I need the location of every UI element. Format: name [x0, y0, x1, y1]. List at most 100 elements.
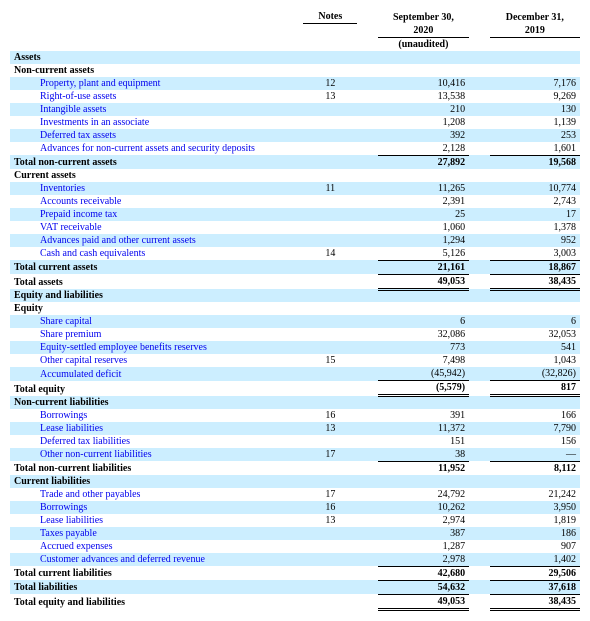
row-label-link[interactable]: Advances paid and other current assets — [40, 235, 196, 246]
row-value-2: 1,378 — [490, 221, 580, 234]
row-label: Total non-current assets — [10, 155, 303, 169]
table-row: Inventories1111,26510,774 — [10, 182, 580, 195]
row-value-1: 10,416 — [378, 77, 469, 90]
row-value-1 — [378, 289, 469, 302]
row-value-2: 952 — [490, 234, 580, 247]
row-label-link[interactable]: Borrowings — [40, 502, 87, 513]
row-value-2: 19,568 — [490, 155, 580, 169]
row-value-1 — [378, 302, 469, 315]
row-value-1: 1,208 — [378, 116, 469, 129]
row-label: Total current liabilities — [10, 566, 303, 580]
row-label-link[interactable]: Trade and other payables — [40, 489, 140, 500]
row-note — [303, 396, 357, 409]
row-label-link[interactable]: Other capital reserves — [40, 355, 127, 366]
row-label-link[interactable]: Inventories — [40, 183, 85, 194]
row-value-2: 1,402 — [490, 553, 580, 567]
row-label-link[interactable]: Advances for non-current assets and secu… — [40, 143, 255, 154]
row-value-2: 21,242 — [490, 488, 580, 501]
row-label-link[interactable]: VAT receivable — [40, 222, 102, 233]
row-label-link[interactable]: Property, plant and equipment — [40, 78, 160, 89]
row-label-link[interactable]: Taxes payable — [40, 528, 97, 539]
row-note — [303, 302, 357, 315]
row-value-2 — [490, 169, 580, 182]
table-row: Lease liabilities1311,3727,790 — [10, 422, 580, 435]
row-value-1: 5,126 — [378, 247, 469, 261]
row-value-1: 38 — [378, 448, 469, 462]
row-label-link[interactable]: Lease liabilities — [40, 515, 103, 526]
table-row: Total equity and liabilities49,05338,435 — [10, 594, 580, 609]
row-label-link[interactable]: Lease liabilities — [40, 423, 103, 434]
row-value-2: 32,053 — [490, 328, 580, 341]
row-value-2: 6 — [490, 315, 580, 328]
row-note — [303, 64, 357, 77]
row-label-link[interactable]: Customer advances and deferred revenue — [40, 554, 205, 565]
table-row: Current assets — [10, 169, 580, 182]
row-note — [303, 566, 357, 580]
row-note: 16 — [303, 501, 357, 514]
row-label-link[interactable]: Cash and cash equivalents — [40, 248, 145, 259]
row-label-link[interactable]: Borrowings — [40, 410, 87, 421]
table-row: Prepaid income tax2517 — [10, 208, 580, 221]
row-note — [303, 195, 357, 208]
row-note — [303, 580, 357, 594]
row-value-1: (5,579) — [378, 381, 469, 396]
row-label-link[interactable]: Right-of-use assets — [40, 91, 116, 102]
row-value-1: 7,498 — [378, 354, 469, 367]
row-note — [303, 341, 357, 354]
row-note — [303, 594, 357, 609]
row-value-2: 186 — [490, 527, 580, 540]
row-label-link[interactable]: Other non-current liabilities — [40, 449, 152, 460]
row-label: Equity and liabilities — [10, 289, 303, 302]
row-label-link[interactable]: Equity-settled employee benefits reserve… — [40, 342, 207, 353]
row-note: 12 — [303, 77, 357, 90]
row-label-link[interactable]: Deferred tax assets — [40, 130, 116, 141]
row-note — [303, 381, 357, 396]
header-col2-l1: December 31, — [490, 10, 580, 24]
row-value-1: 1,287 — [378, 540, 469, 553]
table-row: Share premium32,08632,053 — [10, 328, 580, 341]
row-value-2: 18,867 — [490, 260, 580, 274]
row-value-2: 10,774 — [490, 182, 580, 195]
row-label: Current assets — [10, 169, 303, 182]
row-label-link[interactable]: Accounts receivable — [40, 196, 121, 207]
table-row: Other capital reserves157,4981,043 — [10, 354, 580, 367]
row-value-2: 166 — [490, 409, 580, 422]
row-label: Total current assets — [10, 260, 303, 274]
table-row: Non-current liabilities — [10, 396, 580, 409]
row-label: Current liabilities — [10, 475, 303, 488]
row-label-link[interactable]: Investments in an associate — [40, 117, 149, 128]
table-row: Deferred tax liabilities151156 — [10, 435, 580, 448]
row-value-1: 387 — [378, 527, 469, 540]
row-label-link[interactable]: Intangible assets — [40, 104, 106, 115]
table-row: Total assets49,05338,435 — [10, 274, 580, 289]
row-note: 13 — [303, 514, 357, 527]
row-label-link[interactable]: Accumulated deficit — [40, 369, 121, 380]
row-label: Non-current assets — [10, 64, 303, 77]
row-label-link[interactable]: Share capital — [40, 316, 92, 327]
table-row: Accounts receivable2,3912,743 — [10, 195, 580, 208]
row-value-2: 541 — [490, 341, 580, 354]
row-value-1: 210 — [378, 103, 469, 116]
row-label-link[interactable]: Share premium — [40, 329, 101, 340]
row-value-1: 13,538 — [378, 90, 469, 103]
row-value-1: 151 — [378, 435, 469, 448]
row-note — [303, 116, 357, 129]
row-value-1: 10,262 — [378, 501, 469, 514]
row-value-2: 38,435 — [490, 274, 580, 289]
table-row: Total current liabilities42,68029,506 — [10, 566, 580, 580]
row-label: Total equity — [10, 381, 303, 396]
row-value-2: 1,819 — [490, 514, 580, 527]
row-note — [303, 435, 357, 448]
row-value-2 — [490, 64, 580, 77]
row-value-2: 29,506 — [490, 566, 580, 580]
row-note — [303, 553, 357, 567]
table-row: Borrowings16391166 — [10, 409, 580, 422]
table-row: Advances for non-current assets and secu… — [10, 142, 580, 156]
row-label-link[interactable]: Prepaid income tax — [40, 209, 117, 220]
row-note: 17 — [303, 448, 357, 462]
table-row: Total liabilities54,63237,618 — [10, 580, 580, 594]
table-row: Equity — [10, 302, 580, 315]
row-label-link[interactable]: Deferred tax liabilities — [40, 436, 130, 447]
row-label-link[interactable]: Accrued expenses — [40, 541, 112, 552]
row-label: Equity — [10, 302, 303, 315]
